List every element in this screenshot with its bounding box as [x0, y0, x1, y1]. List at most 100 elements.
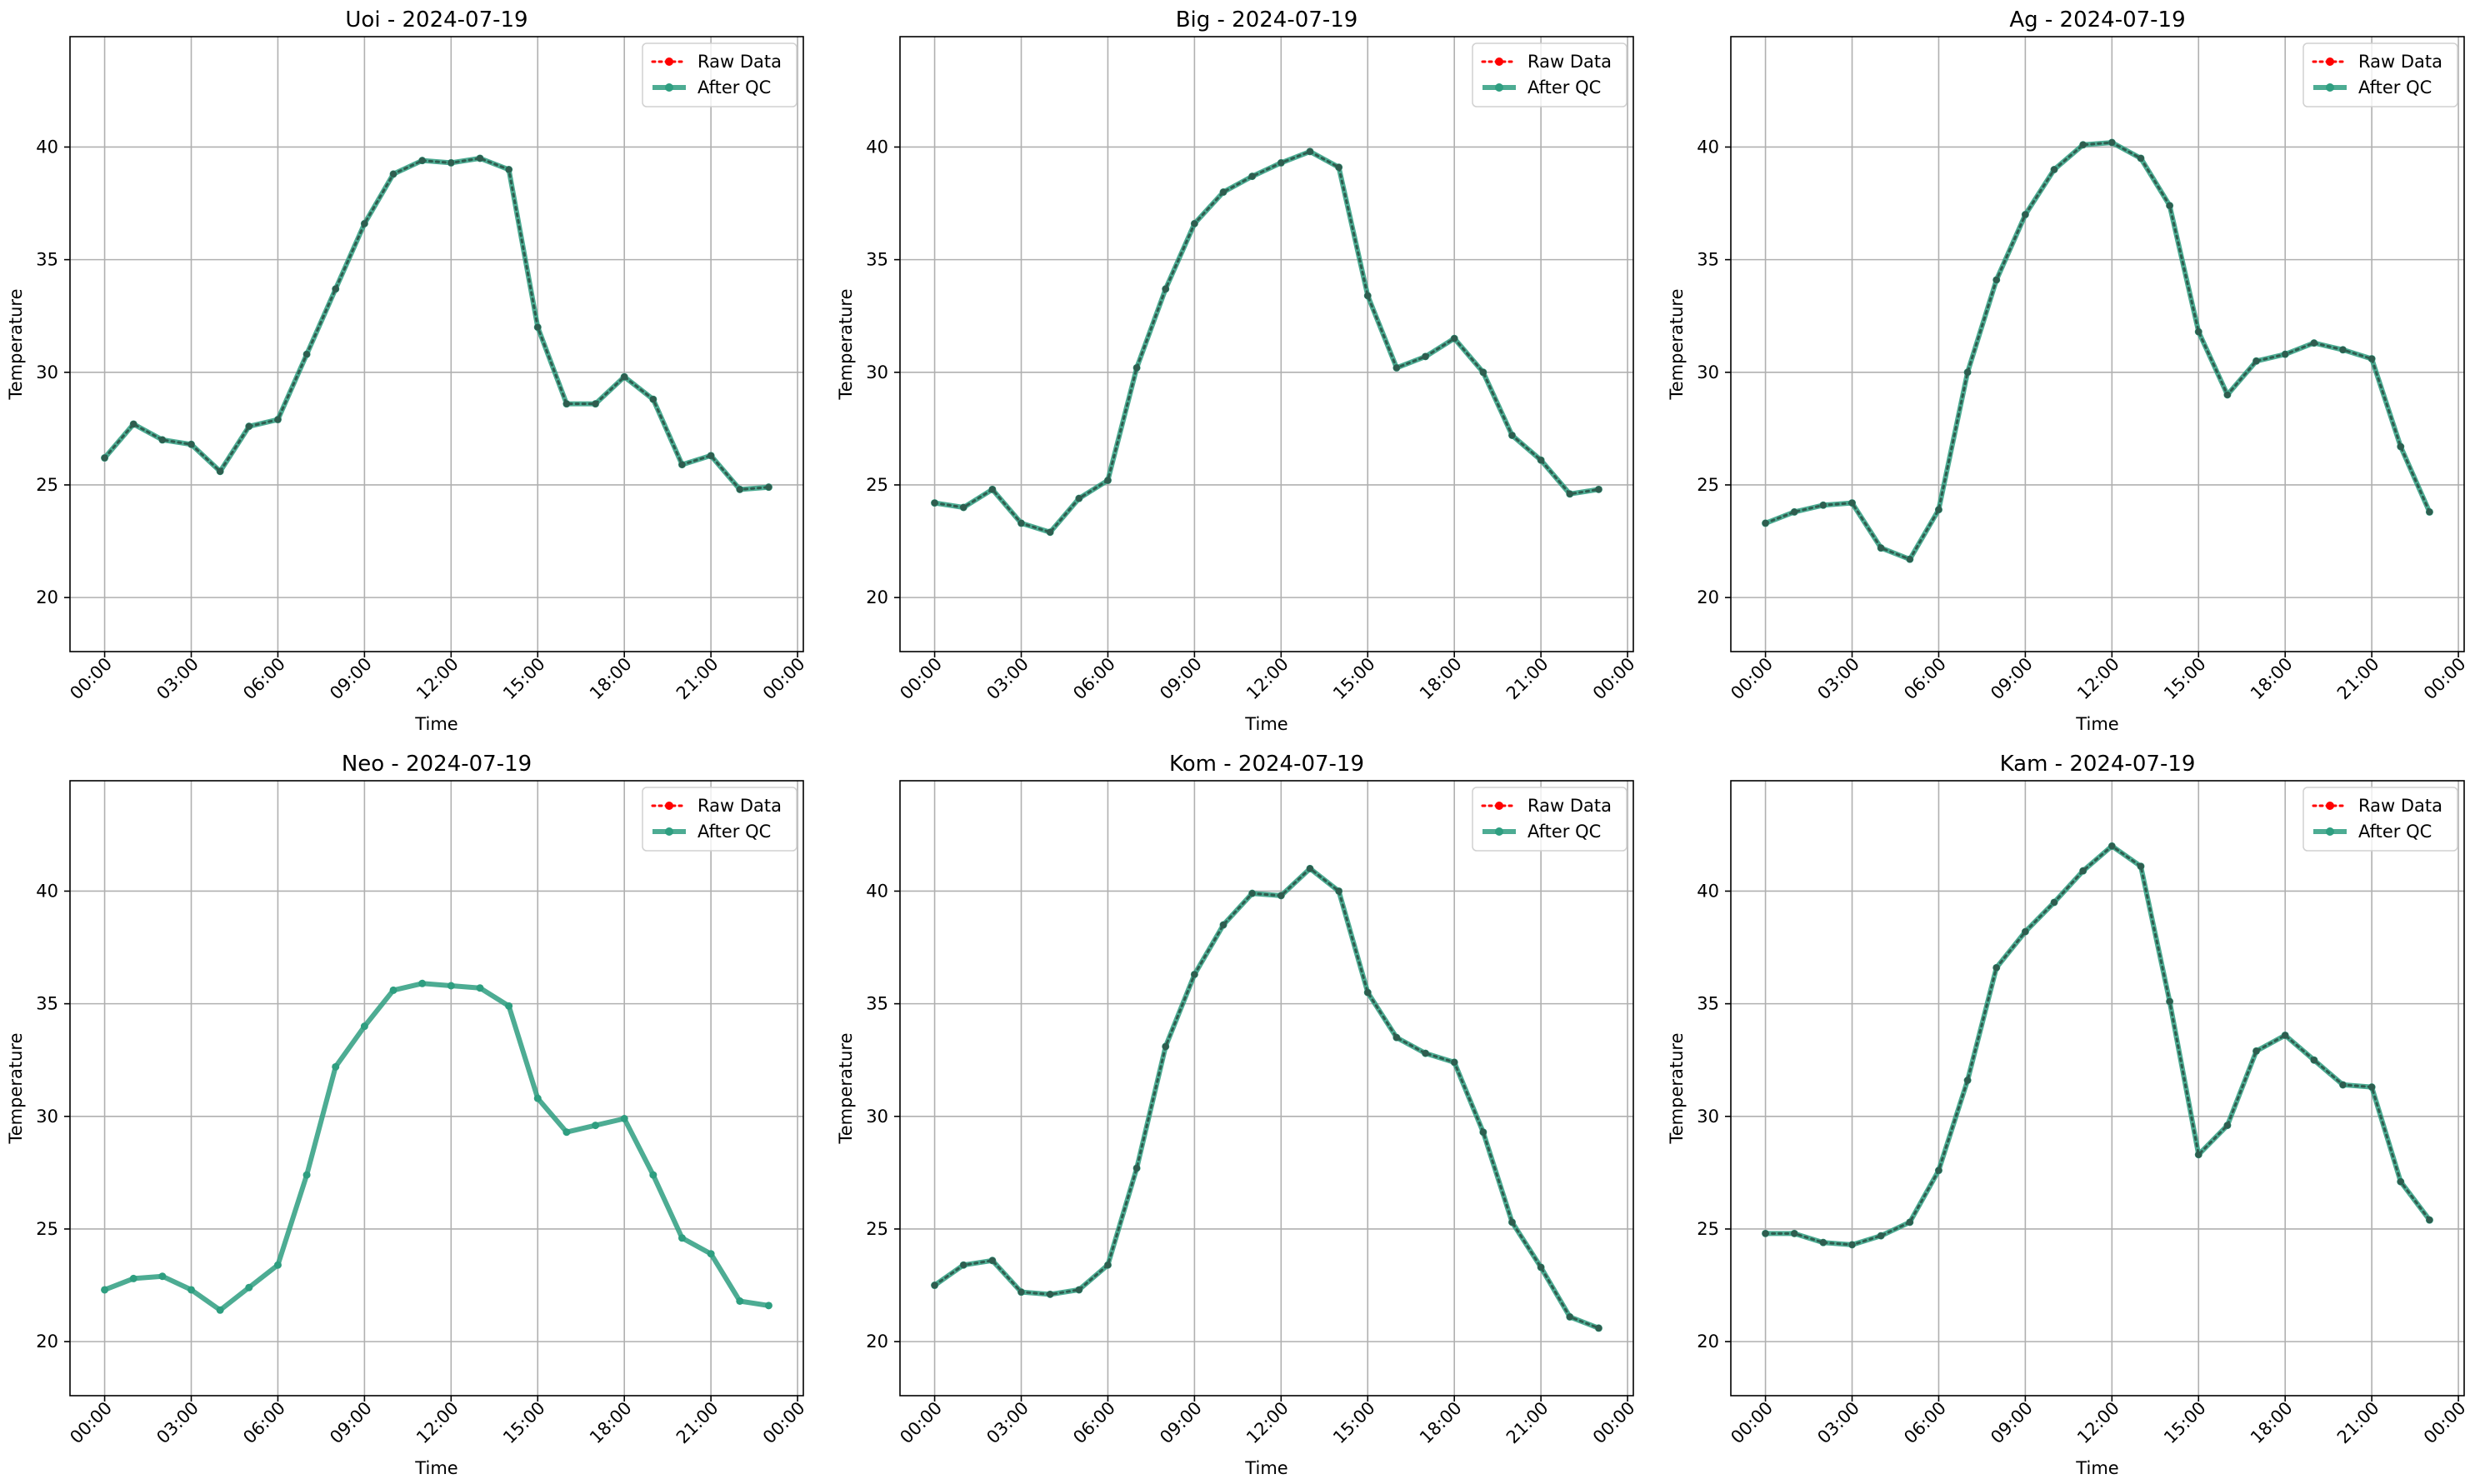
data-point-raw-data	[1220, 188, 1228, 196]
data-point-raw-data	[1162, 285, 1169, 292]
legend-label-after-qc: After QC	[1528, 822, 1601, 842]
series-line-raw-data	[933, 150, 1600, 534]
data-point-raw-data	[1220, 922, 1228, 929]
y-tick-label: 25	[866, 475, 888, 495]
axes-frame	[1730, 780, 2465, 1397]
data-point-after-qc	[505, 1002, 513, 1010]
data-point-raw-data	[1566, 490, 1573, 497]
data-point-raw-data	[1791, 508, 1798, 516]
data-point-raw-data	[2397, 443, 2404, 450]
data-point-raw-data	[1935, 506, 1942, 513]
legend-box	[1472, 42, 1628, 107]
chart-panel-0: 20 25 30 35 40 00:00 03:00 06:00 09:00 12:00 15:00…	[6, 7, 809, 734]
data-point-raw-data	[1595, 486, 1602, 493]
data-point-raw-data	[2022, 928, 2029, 936]
y-tick-label: 35	[866, 994, 888, 1014]
data-point-after-qc	[302, 1171, 311, 1179]
data-point-after-qc	[418, 979, 427, 987]
series-line-after-qc	[102, 156, 769, 492]
chart-title: Big - 2024-07-19	[1176, 7, 1358, 32]
data-point-raw-data	[1451, 335, 1458, 342]
data-point-raw-data	[1104, 1262, 1112, 1269]
legend-marker-after-qc	[665, 827, 673, 836]
data-point-raw-data	[2108, 139, 2116, 147]
data-point-raw-data	[1248, 890, 1256, 897]
x-tick-label: 03:00	[1813, 654, 1863, 704]
y-tick-label: 25	[1697, 1219, 1719, 1239]
legend-marker-raw-data	[2326, 57, 2334, 66]
x-tick-label: 09:00	[1987, 1398, 2037, 1448]
data-point-raw-data	[621, 373, 628, 381]
y-tick-label: 25	[866, 1219, 888, 1239]
x-tick-label: 12:00	[1242, 1398, 1292, 1448]
data-point-raw-data	[1878, 544, 1885, 552]
data-point-raw-data	[1018, 1288, 1025, 1296]
x-axis-label: Time	[2075, 714, 2118, 734]
y-tick-label: 30	[866, 1107, 888, 1127]
x-tick-label: 15:00	[2160, 654, 2210, 704]
y-tick-label: 30	[866, 362, 888, 382]
x-tick-label: 15:00	[499, 654, 549, 704]
data-point-after-qc	[707, 1250, 715, 1258]
legend: Raw Data After QC	[2302, 787, 2458, 852]
legend-marker-raw-data	[1495, 802, 1503, 810]
data-point-raw-data	[1133, 1164, 1141, 1172]
x-tick-label: 06:00	[1069, 1398, 1119, 1448]
legend: Raw Data After QC	[642, 42, 798, 107]
data-point-raw-data	[1335, 887, 1342, 895]
x-tick-label: 09:00	[326, 1398, 376, 1448]
data-point-raw-data	[1992, 964, 2000, 972]
chart-title: Uoi - 2024-07-19	[345, 7, 528, 32]
y-tick-label: 20	[36, 1332, 58, 1352]
data-point-raw-data	[2282, 351, 2289, 358]
x-tick-label: 21:00	[2333, 654, 2383, 704]
legend-marker-raw-data	[665, 802, 673, 810]
x-tick-label: 00:00	[759, 654, 809, 704]
data-point-raw-data	[1848, 499, 1856, 507]
x-axis-label: Time	[414, 714, 458, 734]
legend-box	[2302, 787, 2458, 852]
legend: Raw Data After QC	[642, 787, 798, 852]
y-tick-label: 30	[1697, 1107, 1719, 1127]
y-tick-label: 20	[866, 587, 888, 607]
data-point-after-qc	[129, 1274, 138, 1282]
data-point-raw-data	[2022, 211, 2029, 218]
y-tick-label: 20	[1697, 587, 1719, 607]
data-point-raw-data	[2310, 339, 2318, 347]
x-tick-label: 12:00	[412, 654, 462, 704]
series-line-raw-data	[933, 867, 1600, 1330]
x-tick-label: 18:00	[2247, 654, 2297, 704]
y-tick-label: 30	[36, 1107, 58, 1127]
data-point-raw-data	[1364, 989, 1372, 997]
data-point-raw-data	[1479, 1128, 1487, 1136]
data-point-raw-data	[505, 166, 512, 173]
data-point-after-qc	[245, 1283, 253, 1292]
data-point-raw-data	[1392, 1034, 1400, 1042]
data-point-raw-data	[708, 452, 715, 459]
y-tick-label: 35	[1697, 250, 1719, 270]
data-point-raw-data	[1992, 276, 2000, 283]
data-point-after-qc	[273, 1261, 282, 1269]
data-point-raw-data	[931, 1282, 938, 1289]
y-tick-label: 40	[866, 881, 888, 901]
data-point-raw-data	[101, 454, 108, 462]
data-point-raw-data	[361, 220, 368, 227]
y-tick-label: 35	[36, 250, 58, 270]
x-tick-label: 06:00	[239, 654, 289, 704]
chart-panel-4: 20 25 30 35 40 00:00 03:00 06:00 09:00 12:00 15:00…	[836, 752, 1639, 1478]
chart-panel-1: 20 25 30 35 40 00:00 03:00 06:00 09:00 12:00 15:00…	[836, 7, 1639, 734]
y-tick-label: 20	[1697, 1332, 1719, 1352]
data-point-raw-data	[2310, 1057, 2318, 1064]
legend-marker-raw-data	[2326, 802, 2334, 810]
x-tick-label: 09:00	[326, 654, 376, 704]
data-point-raw-data	[1538, 457, 1545, 464]
data-point-raw-data	[1364, 292, 1372, 299]
x-tick-label: 18:00	[2247, 1398, 2297, 1448]
data-point-after-qc	[216, 1306, 224, 1314]
x-tick-label: 21:00	[1502, 654, 1552, 704]
chart-panel-2: 20 25 30 35 40 00:00 03:00 06:00 09:00 12:00 15:00…	[1667, 7, 2470, 734]
data-point-raw-data	[1191, 220, 1198, 227]
data-point-raw-data	[1248, 172, 1256, 180]
x-tick-label: 00:00	[1589, 1398, 1639, 1448]
data-point-raw-data	[2051, 166, 2058, 173]
